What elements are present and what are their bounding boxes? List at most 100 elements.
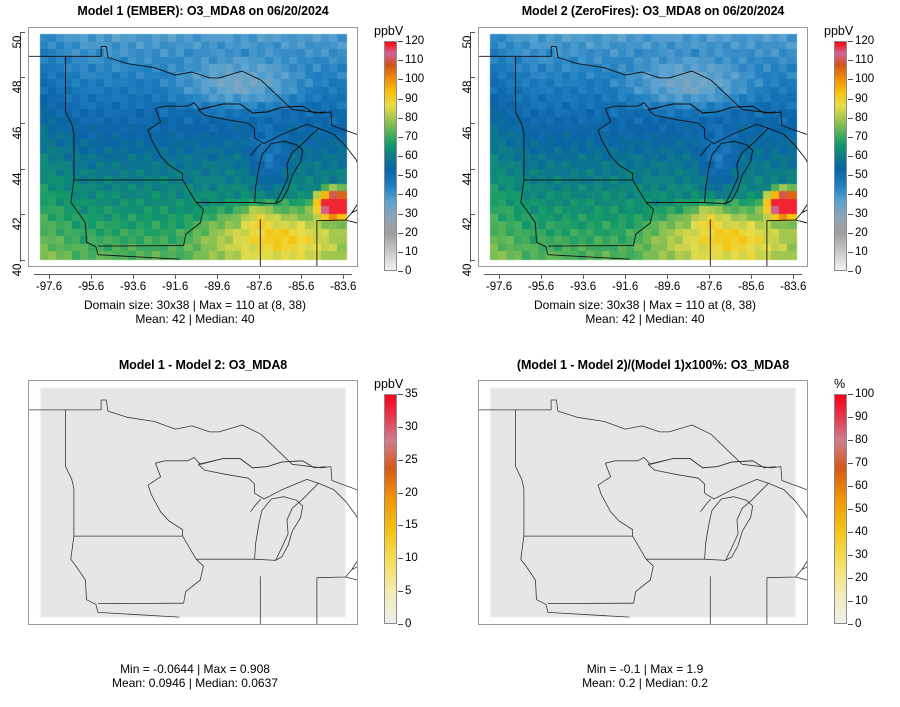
- x-axis-label: -89.6: [654, 281, 681, 293]
- colorbar-tick: [398, 251, 403, 253]
- x-axis-line: [484, 274, 802, 275]
- colorbar-tick: [848, 98, 853, 100]
- colorbar-tick-label: 20: [855, 572, 868, 584]
- stats-line-2: Mean: 0.2 | Median: 0.2: [582, 676, 708, 690]
- y-axis-tick: [20, 31, 25, 33]
- map-plot-box: [28, 27, 358, 267]
- x-axis-tick: [541, 274, 543, 279]
- colorbar-gradient: [384, 394, 397, 624]
- x-axis-label: -91.6: [162, 281, 189, 293]
- colorbar-tick-label: 100: [855, 388, 875, 400]
- difference-raster: [479, 381, 807, 624]
- colorbar-tick-label: 40: [405, 188, 418, 201]
- colorbar-tick: [848, 509, 853, 510]
- x-axis-label: -97.6: [35, 281, 63, 293]
- y-axis-line: [470, 32, 471, 262]
- colorbar-tick: [398, 459, 403, 461]
- colorbar-tick-label: 90: [405, 92, 418, 105]
- x-axis-tick: [301, 274, 303, 279]
- x-axis-tick: [709, 274, 711, 279]
- x-axis-tick: [667, 274, 669, 279]
- stats-line-1: Min = -0.1 | Max = 1.9: [586, 662, 704, 676]
- y-axis-label: 42: [12, 218, 24, 231]
- colorbar-tick-label: 10: [405, 245, 418, 258]
- x-axis-tick: [751, 274, 753, 279]
- stats-line-2: Mean: 0.0946 | Median: 0.0637: [112, 676, 278, 690]
- colorbar-tick-label: 60: [855, 480, 868, 492]
- x-axis-tick: [259, 274, 261, 279]
- x-axis-label: -95.6: [77, 281, 105, 293]
- x-axis-tick: [343, 274, 345, 279]
- colorbar-tick: [848, 532, 853, 533]
- x-axis-tick: [625, 274, 627, 279]
- panel-title: Model 1 - Model 2: O3_MDA8: [118, 358, 288, 372]
- colorbar-tick-label: 70: [855, 457, 868, 469]
- colorbar-tick: [848, 194, 853, 196]
- colorbar-tick: [848, 136, 853, 138]
- colorbar-tick-label: 40: [855, 526, 868, 538]
- y-axis-label: 48: [462, 80, 474, 94]
- colorbar-tick-label: 120: [855, 35, 875, 47]
- colorbar-tick: [398, 426, 403, 428]
- colorbar-tick: [848, 394, 853, 395]
- colorbar-tick: [848, 601, 853, 602]
- colorbar-tick-label: 60: [405, 150, 418, 162]
- panel-model1: Model 1 (EMBER): O3_MDA8 on 06/20/2024 -…: [0, 0, 450, 350]
- colorbar-tick: [398, 60, 403, 62]
- colorbar-tick: [848, 251, 853, 253]
- panel-stats: Domain size: 30x38 | Max = 110 at (8, 38…: [420, 298, 870, 326]
- panel-difference: Model 1 - Model 2: O3_MDA8 Min = -0.0644…: [0, 350, 450, 707]
- colorbar-title: ppbV: [374, 24, 404, 38]
- colorbar-tick: [848, 271, 853, 272]
- colorbar-tick: [848, 555, 853, 556]
- colorbar-title: ppbV: [824, 24, 854, 38]
- colorbar-tick: [398, 394, 403, 395]
- colorbar-tick: [848, 578, 853, 579]
- colorbar-tick-label: 0: [855, 618, 862, 630]
- y-axis-tick: [20, 123, 25, 124]
- colorbar-tick: [398, 136, 403, 138]
- x-axis-label: -83.6: [780, 281, 807, 293]
- colorbar-tick-label: 20: [405, 486, 418, 499]
- colorbar-tick-label: 50: [855, 503, 868, 515]
- colorbar-gradient: [384, 41, 397, 271]
- x-axis-label: -87.6: [696, 281, 723, 293]
- colorbar-gradient: [834, 41, 847, 271]
- panel-stats: Domain size: 30x38 | Max = 110 at (8, 38…: [0, 298, 420, 326]
- x-axis-label: -95.6: [527, 281, 555, 293]
- x-axis-tick: [217, 274, 219, 279]
- colorbar-tick: [398, 271, 403, 272]
- difference-raster: [29, 381, 357, 624]
- y-axis-line: [20, 32, 21, 262]
- colorbar-tick-label: 120: [405, 35, 425, 47]
- colorbar-tick-label: 80: [855, 434, 868, 446]
- stats-line-1: Min = -0.0644 | Max = 0.908: [120, 662, 270, 676]
- x-axis-tick: [49, 274, 51, 279]
- colorbar-tick: [398, 98, 403, 100]
- colorbar-tick-label: 90: [855, 92, 868, 105]
- colorbar-tick-label: 0: [855, 265, 862, 277]
- colorbar-tick: [848, 156, 853, 157]
- colorbar-tick: [398, 232, 403, 234]
- colorbar-tick: [848, 213, 853, 215]
- colorbar-tick-label: 40: [855, 188, 868, 201]
- panel-title: Model 2 (ZeroFires): O3_MDA8 on 06/20/20…: [521, 4, 785, 18]
- colorbar-tick-label: 30: [405, 420, 418, 433]
- panel-title: Model 1 (EMBER): O3_MDA8 on 06/20/2024: [77, 4, 329, 18]
- colorbar-tick-label: 35: [405, 388, 418, 400]
- colorbar-tick: [398, 175, 403, 177]
- colorbar-tick-label: 70: [405, 130, 418, 143]
- colorbar-gradient: [834, 394, 847, 624]
- x-axis-tick: [583, 274, 585, 279]
- colorbar-tick: [398, 41, 403, 42]
- x-axis-tick: [499, 274, 501, 279]
- colorbar-tick-label: 20: [855, 226, 868, 239]
- colorbar-tick-label: 15: [405, 519, 418, 532]
- colorbar-tick-label: 10: [855, 595, 868, 607]
- colorbar-tick-label: 110: [405, 54, 424, 67]
- x-axis-label: -85.6: [288, 281, 315, 293]
- y-axis-tick: [470, 31, 475, 33]
- colorbar-tick-label: 90: [855, 411, 868, 423]
- panel-stats: Min = -0.0644 | Max = 0.908 Mean: 0.0946…: [0, 662, 420, 690]
- x-axis-line: [34, 274, 352, 275]
